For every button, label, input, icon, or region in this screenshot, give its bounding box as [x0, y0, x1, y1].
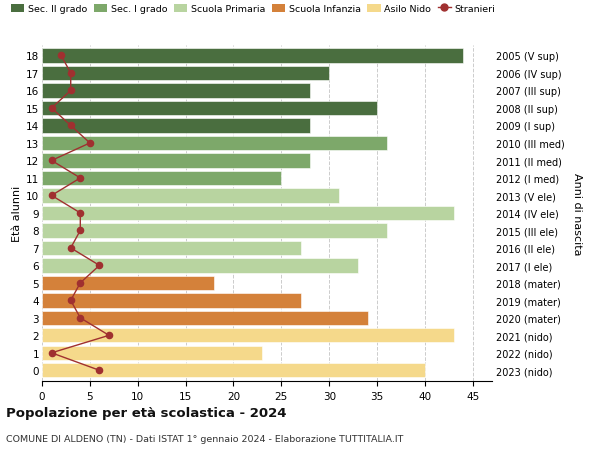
Bar — [42, 84, 310, 98]
Bar — [42, 224, 386, 238]
Point — [76, 210, 85, 217]
Bar — [42, 67, 329, 81]
Bar — [42, 49, 463, 63]
Bar — [42, 241, 301, 256]
Point — [47, 157, 56, 165]
Point — [76, 175, 85, 182]
Text: Popolazione per età scolastica - 2024: Popolazione per età scolastica - 2024 — [6, 406, 287, 419]
Point — [66, 245, 76, 252]
Point — [95, 367, 104, 374]
Bar — [42, 276, 214, 291]
Bar — [42, 136, 386, 151]
Point — [47, 105, 56, 112]
Bar — [42, 119, 310, 133]
Point — [85, 140, 95, 147]
Bar — [42, 311, 368, 325]
Text: COMUNE DI ALDENO (TN) - Dati ISTAT 1° gennaio 2024 - Elaborazione TUTTITALIA.IT: COMUNE DI ALDENO (TN) - Dati ISTAT 1° ge… — [6, 434, 403, 443]
Bar — [42, 171, 281, 186]
Point — [66, 123, 76, 130]
Bar — [42, 206, 454, 221]
Bar — [42, 346, 262, 360]
Point — [76, 280, 85, 287]
Bar — [42, 294, 301, 308]
Point — [76, 227, 85, 235]
Bar — [42, 329, 454, 343]
Y-axis label: Età alunni: Età alunni — [12, 185, 22, 241]
Point — [66, 70, 76, 78]
Point — [104, 332, 114, 339]
Bar — [42, 101, 377, 116]
Point — [95, 262, 104, 269]
Bar — [42, 364, 425, 378]
Legend: Sec. II grado, Sec. I grado, Scuola Primaria, Scuola Infanzia, Asilo Nido, Stran: Sec. II grado, Sec. I grado, Scuola Prim… — [11, 5, 496, 14]
Point — [66, 297, 76, 304]
Point — [76, 314, 85, 322]
Point — [66, 88, 76, 95]
Y-axis label: Anni di nascita: Anni di nascita — [572, 172, 581, 255]
Bar — [42, 154, 310, 168]
Bar — [42, 189, 339, 203]
Point — [47, 349, 56, 357]
Point — [47, 192, 56, 200]
Bar — [42, 258, 358, 273]
Point — [56, 53, 66, 60]
